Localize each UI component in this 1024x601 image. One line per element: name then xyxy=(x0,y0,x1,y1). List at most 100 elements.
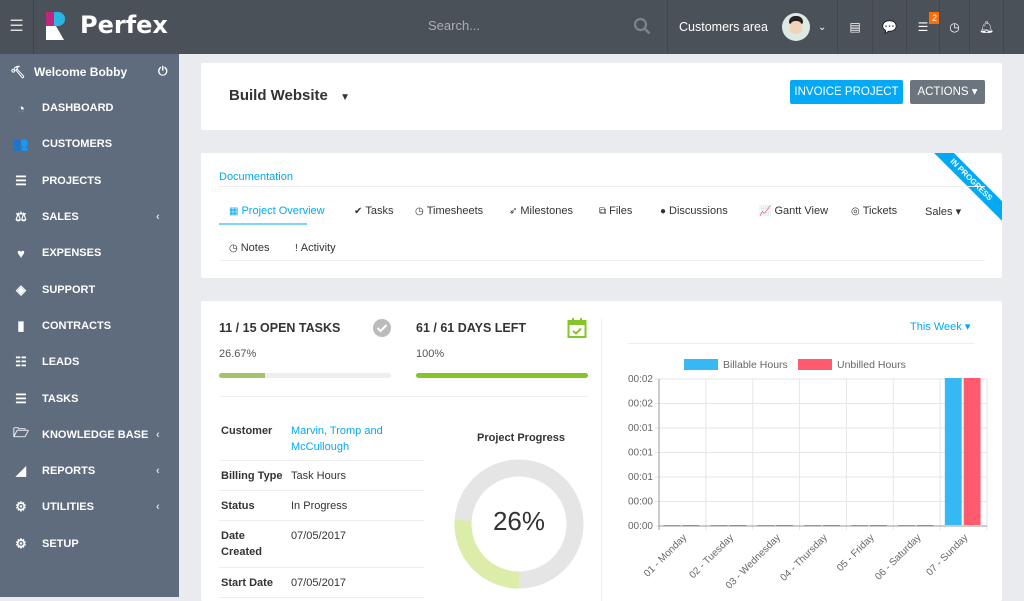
search-icon[interactable] xyxy=(633,17,651,35)
newspaper-icon[interactable]: ▤ xyxy=(837,0,872,54)
sidebar-item-reports[interactable]: ◢ REPORTS ‹ xyxy=(0,453,179,489)
sidebar-item-support[interactable]: ◈ SUPPORT xyxy=(0,271,179,307)
sidebar-item-customers[interactable]: 👥 CUSTOMERS xyxy=(0,126,179,162)
week-filter-dropdown[interactable]: This Week ▾ xyxy=(910,321,971,333)
sidebar-item-knowledge-base[interactable]: 🗁 KNOWLEDGE BASE ‹ xyxy=(0,417,179,453)
y-tick-label: 00:02 xyxy=(628,374,653,385)
bar-unbilled-hours xyxy=(916,525,934,526)
sidebar-item-sales[interactable]: ⚖ SALES ‹ xyxy=(0,199,179,235)
avatar[interactable] xyxy=(781,13,810,41)
clock-icon[interactable]: ◷ xyxy=(939,0,969,54)
tab-milestones[interactable]: ➶ Milestones xyxy=(509,205,573,217)
tab-gantt-view[interactable]: 📈 Gantt View xyxy=(759,205,828,217)
sidebar-item-label: SETUP xyxy=(42,537,79,550)
tab-label: Sales ▾ xyxy=(925,206,962,218)
brand-name: Perfex xyxy=(80,11,168,39)
tab-label: Discussions xyxy=(669,205,728,217)
project-selector[interactable]: Build Website ▼ xyxy=(229,87,350,104)
sidebar-item-label: EXPENSES xyxy=(42,247,102,260)
users-icon: 👥 xyxy=(12,136,30,152)
week-filter-label: This Week xyxy=(910,321,962,333)
y-tick-label: 00:00 xyxy=(628,521,653,532)
y-tick-label: 00:01 xyxy=(628,423,653,434)
top-bar: ☰ Perfex Customers area ⌄ ▤ 💬 ☰2 ◷ 🔔︎ xyxy=(0,0,1024,54)
tab-icon: ✔ xyxy=(354,205,363,217)
sidebar-item-tasks[interactable]: ☰ TASKS xyxy=(0,380,179,416)
detail-label: Billing Type xyxy=(221,470,283,482)
x-tick-label: 06 - Saturday xyxy=(873,532,923,582)
bar-unbilled-hours xyxy=(963,378,981,525)
customers-area-link[interactable]: Customers area ⌄ xyxy=(667,0,837,54)
tab-files[interactable]: ⧉ Files xyxy=(599,205,632,217)
detail-value[interactable]: Marvin, Tromp and McCullough xyxy=(291,425,383,453)
tab-label: Gantt View xyxy=(774,205,829,217)
bar-unbilled-hours xyxy=(869,525,887,526)
tab-activity[interactable]: ! Activity xyxy=(295,242,336,254)
chat-icon[interactable]: 💬 xyxy=(872,0,906,54)
tab-label: Files xyxy=(609,205,633,217)
tab-icon: 📈 xyxy=(759,205,772,217)
sidebar-item-leads[interactable]: ☷ LEADS xyxy=(0,344,179,380)
bar-billable-hours xyxy=(944,378,962,525)
calendar-check-icon xyxy=(567,318,587,338)
x-tick-label: 07 - Sunday xyxy=(924,532,970,578)
ticket-icon: ◈ xyxy=(16,281,26,297)
gavel-icon: 🔨︎ xyxy=(10,65,26,79)
heartbeat-icon: ♥ xyxy=(17,245,25,261)
detail-row-status: Status In Progress xyxy=(219,491,424,521)
tab-sales[interactable]: Sales ▾ xyxy=(925,205,961,218)
tab-tickets[interactable]: ◎ Tickets xyxy=(851,205,897,217)
bar-billable-hours xyxy=(897,525,915,526)
tab-label: Project Overview xyxy=(241,205,325,217)
chevron-left-icon: ‹ xyxy=(156,211,160,224)
progress-value: 26% xyxy=(492,506,546,536)
sidebar-item-dashboard[interactable]: ◔ DASHBOARD xyxy=(0,90,179,126)
tab-group-documentation[interactable]: Documentation xyxy=(219,171,293,183)
tab-icon: ▦ xyxy=(229,205,239,217)
progress-donut xyxy=(454,459,584,589)
sidebar-item-projects[interactable]: ☰ PROJECTS xyxy=(0,163,179,199)
tab-timesheets[interactable]: ◷ Timesheets xyxy=(415,205,483,217)
actions-button[interactable]: ACTIONS ▾ xyxy=(910,80,985,104)
cogs-icon: ⚙ xyxy=(15,499,27,515)
power-icon[interactable]: ⏻ xyxy=(158,64,168,78)
menu-toggle-icon[interactable]: ☰ xyxy=(0,0,34,54)
bar-unbilled-hours xyxy=(682,525,700,526)
open-tasks-title: 11 / 15 OPEN TASKS xyxy=(219,321,341,335)
sidebar-item-contracts[interactable]: ▮ CONTRACTS xyxy=(0,308,179,344)
tab-label: Activity xyxy=(300,242,336,254)
tab-discussions[interactable]: ● Discussions xyxy=(660,205,728,217)
dashboard-icon: ◔ xyxy=(17,100,25,116)
sidebar-item-label: TASKS xyxy=(42,392,79,405)
bar-billable-hours xyxy=(710,525,728,526)
y-tick-label: 00:00 xyxy=(628,497,653,508)
folder-open-icon: 🗁 xyxy=(12,424,30,440)
project-tabs-card: IN PROGRESS Documentation ▦ Project Overv… xyxy=(201,153,1002,278)
detail-value: 07/05/2017 xyxy=(291,530,347,542)
bar-billable-hours xyxy=(851,525,868,526)
area-chart-icon: ◢ xyxy=(16,463,26,479)
tab-tasks[interactable]: ✔ Tasks xyxy=(354,205,394,217)
tab-project-overview[interactable]: ▦ Project Overview xyxy=(229,205,325,217)
bell-icon[interactable]: 🔔︎ xyxy=(969,0,1004,54)
tab-notes[interactable]: ◷ Notes xyxy=(229,242,269,254)
days-left-stat: 61 / 61 DAYS LEFT xyxy=(416,321,526,335)
sidebar-item-expenses[interactable]: ♥ EXPENSES xyxy=(0,235,179,271)
search-input[interactable] xyxy=(428,18,628,33)
bar-billable-hours xyxy=(757,525,775,526)
detail-row-billing-type: Billing Type Task Hours xyxy=(219,461,424,491)
balance-scale-icon: ⚖ xyxy=(15,209,27,225)
chevron-down-icon[interactable]: ⌄ xyxy=(817,21,827,33)
sidebar-item-setup[interactable]: ⚙ SETUP xyxy=(0,526,179,562)
invoice-project-button[interactable]: INVOICE PROJECT xyxy=(790,80,903,104)
legend-label: Unbilled Hours xyxy=(837,359,906,371)
y-tick-label: 00:01 xyxy=(628,448,653,459)
tasks-icon[interactable]: ☰ 2 xyxy=(906,0,941,54)
sidebar-item-utilities[interactable]: ⚙ UTILITIES ‹ xyxy=(0,489,179,525)
detail-label: Date Created xyxy=(221,530,262,558)
project-header: Build Website ▼ INVOICE PROJECT ACTIONS … xyxy=(201,63,1002,130)
file-icon: ▮ xyxy=(17,317,25,333)
tab-label: Tickets xyxy=(862,205,898,217)
sidebar-item-label: SUPPORT xyxy=(42,283,96,296)
